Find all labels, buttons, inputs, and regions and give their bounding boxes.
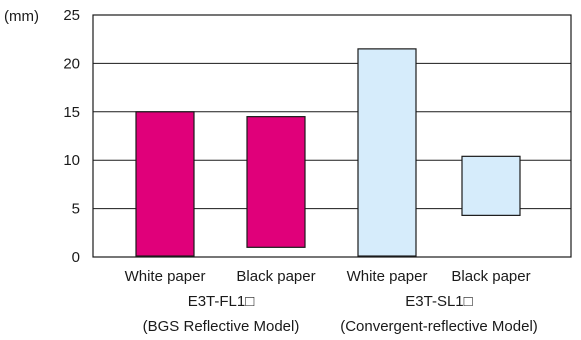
group-labels: E3T-FL1□ (BGS Reflective Model) E3T-SL1□ (C…	[143, 293, 538, 335]
bar-2	[246, 116, 306, 248]
group-description-label: (Convergent-reflective Model)	[340, 318, 538, 335]
y-tick-label: 5	[72, 201, 80, 218]
x-tick-labels: White paper Black paper White paper Black p…	[125, 268, 531, 285]
bar-3	[357, 48, 417, 257]
group-model-label: E3T-SL1□	[405, 293, 472, 310]
x-tick-label: Black paper	[236, 268, 315, 285]
y-tick-label: 0	[72, 249, 80, 266]
group-description-label: (BGS Reflective Model)	[143, 318, 300, 335]
x-tick-label: White paper	[125, 268, 206, 285]
y-tick-label: 25	[63, 7, 80, 24]
x-tick-label: Black paper	[451, 268, 530, 285]
y-tick-labels: 0 5 10 15 20 25	[63, 7, 80, 266]
bar-4	[461, 155, 521, 216]
y-tick-label: 10	[63, 152, 80, 169]
y-tick-label: 15	[63, 104, 80, 121]
group-model-label: E3T-FL1□	[188, 293, 255, 310]
bar-1	[135, 111, 195, 257]
bars	[135, 48, 521, 257]
x-tick-label: White paper	[347, 268, 428, 285]
y-axis-label: (mm)	[4, 8, 39, 25]
y-tick-label: 20	[63, 55, 80, 72]
